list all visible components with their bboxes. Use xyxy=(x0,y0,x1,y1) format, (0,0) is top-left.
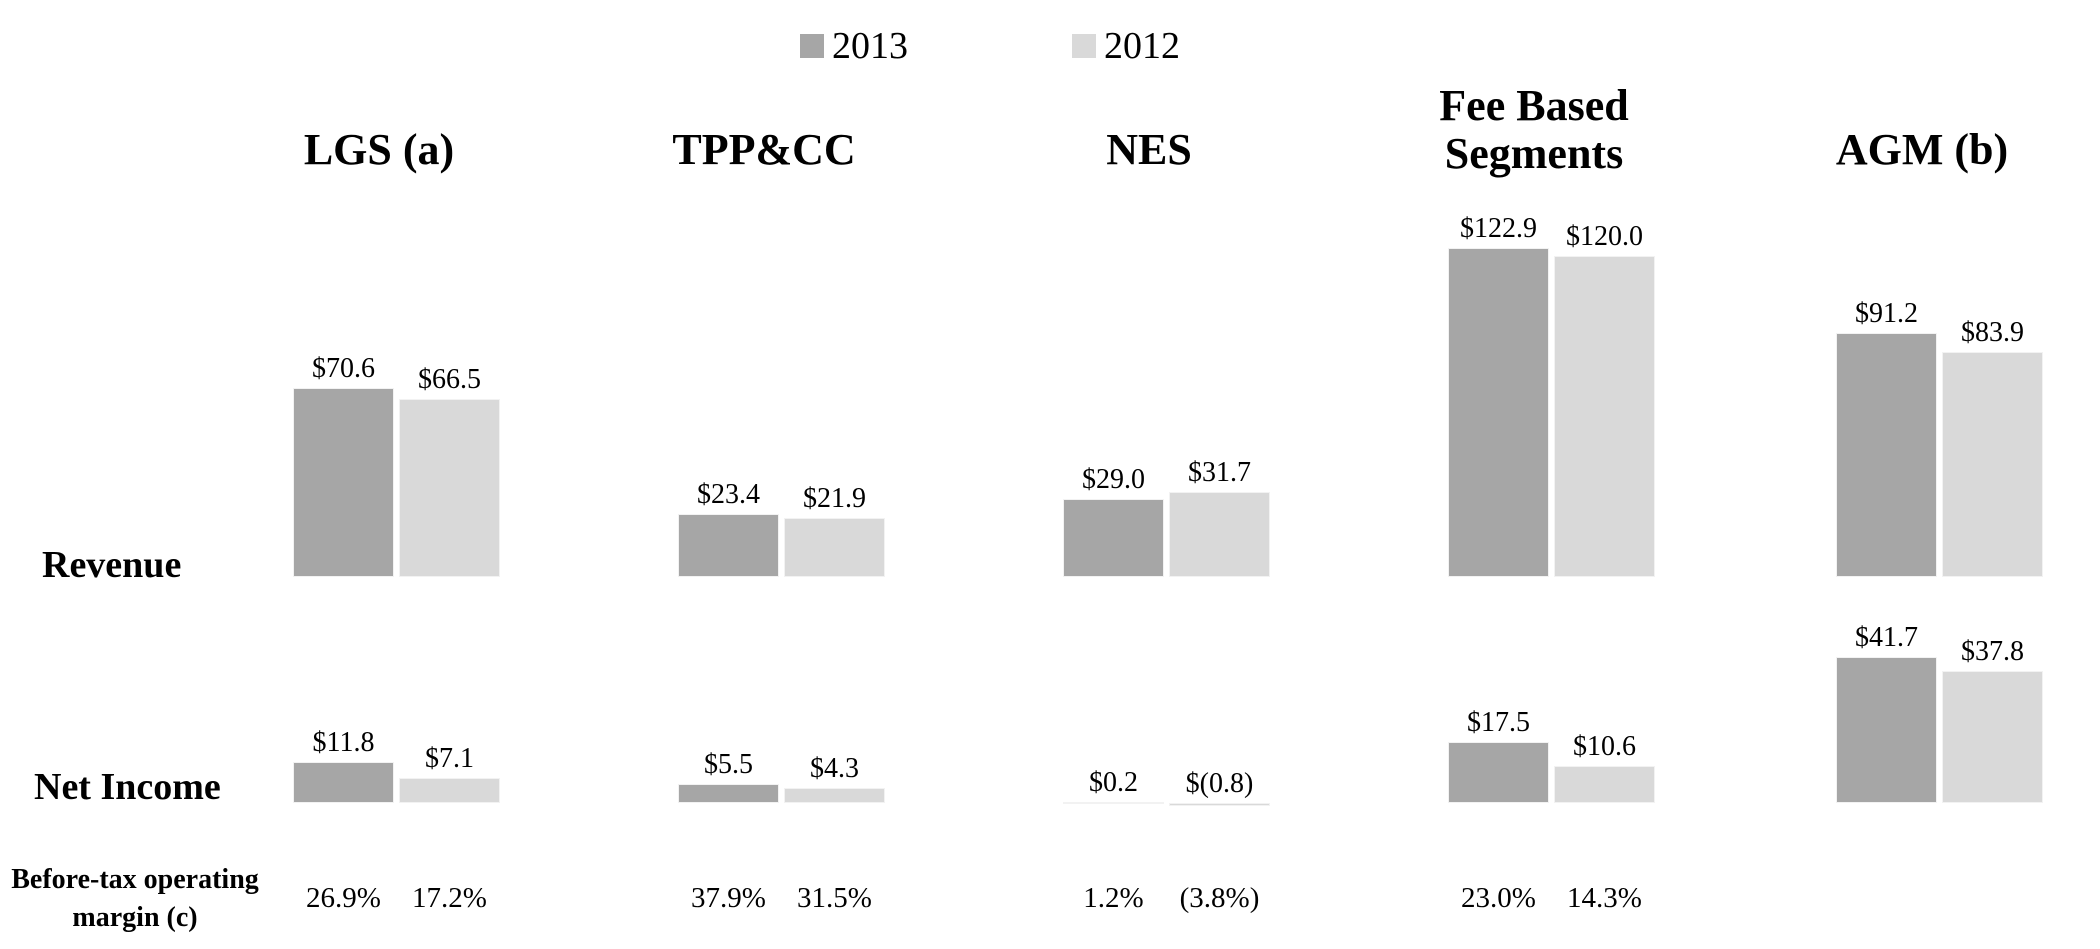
legend-item-2012: 2012 xyxy=(1072,24,1180,68)
legend-label: 2013 xyxy=(832,25,908,67)
revenue-bar-2013 xyxy=(678,514,779,577)
revenue-bar-2013 xyxy=(1836,333,1937,577)
margin-value: 17.2% xyxy=(412,882,487,914)
net-income-bar-2013 xyxy=(1063,802,1164,804)
segment-header-3: Fee Based Segments xyxy=(1439,81,1629,178)
revenue-value-label: $21.9 xyxy=(803,483,866,514)
margin-label-line1: Before-tax operating xyxy=(11,864,259,895)
net-income-bar-2013 xyxy=(1836,657,1937,803)
margin-value: (3.8%) xyxy=(1179,882,1260,914)
legend-swatch-icon xyxy=(800,34,824,58)
net-income-bar-2012 xyxy=(399,778,500,803)
revenue-bar-2012 xyxy=(399,399,500,577)
net-income-bar-2013 xyxy=(1448,742,1549,803)
revenue-bar-2012 xyxy=(1942,352,2043,577)
net-income-value-label: $17.5 xyxy=(1467,707,1530,738)
segment-header-2: NES xyxy=(1106,125,1192,174)
margin-value: 37.9% xyxy=(691,882,766,914)
revenue-value-label: $122.9 xyxy=(1460,213,1537,244)
revenue-bar-2013 xyxy=(293,388,394,577)
row-label-revenue: Revenue xyxy=(42,544,182,586)
segment-header-4: AGM (b) xyxy=(1835,125,2009,174)
row-label-before-tax-operating-margin: Before-tax operating margin (c) xyxy=(0,861,270,937)
legend-swatch-icon xyxy=(1072,34,1096,58)
segment-header-0: LGS (a) xyxy=(303,125,455,174)
revenue-value-label: $120.0 xyxy=(1566,221,1643,252)
revenue-bar-2012 xyxy=(1169,492,1270,577)
revenue-bar-2013 xyxy=(1448,248,1549,577)
net-income-bar-2012 xyxy=(1169,803,1270,806)
net-income-bar-2012 xyxy=(1942,671,2043,803)
revenue-bar-2012 xyxy=(1554,256,1655,577)
revenue-bar-2013 xyxy=(1063,499,1164,577)
net-income-value-label: $(0.8) xyxy=(1185,768,1254,799)
revenue-value-label: $23.4 xyxy=(697,479,760,510)
segment-header-1: TPP&CC xyxy=(672,125,856,174)
margin-value: 31.5% xyxy=(797,882,872,914)
revenue-value-label: $91.2 xyxy=(1855,298,1918,329)
net-income-value-label: $37.8 xyxy=(1961,636,2024,667)
margin-label-line2: margin (c) xyxy=(72,902,198,933)
row-label-net-income: Net Income xyxy=(34,766,221,808)
net-income-value-label: $41.7 xyxy=(1855,622,1918,653)
net-income-value-label: $7.1 xyxy=(425,743,474,774)
net-income-value-label: $11.8 xyxy=(312,727,375,758)
margin-value: 14.3% xyxy=(1567,882,1642,914)
revenue-value-label: $70.6 xyxy=(312,353,375,384)
net-income-value-label: $0.2 xyxy=(1089,767,1138,798)
margin-value: 23.0% xyxy=(1461,882,1536,914)
net-income-bar-2013 xyxy=(293,762,394,803)
revenue-value-label: $83.9 xyxy=(1961,317,2024,348)
revenue-value-label: $66.5 xyxy=(418,364,481,395)
net-income-value-label: $10.6 xyxy=(1573,731,1636,762)
revenue-bar-2012 xyxy=(784,518,885,577)
margin-value: 26.9% xyxy=(306,882,381,914)
margin-value: 1.2% xyxy=(1083,882,1144,914)
legend-item-2013: 2013 xyxy=(800,24,908,68)
revenue-value-label: $29.0 xyxy=(1082,464,1145,495)
net-income-bar-2012 xyxy=(784,788,885,803)
net-income-bar-2013 xyxy=(678,784,779,803)
net-income-value-label: $5.5 xyxy=(704,749,753,780)
revenue-value-label: $31.7 xyxy=(1188,457,1251,488)
net-income-value-label: $4.3 xyxy=(810,753,859,784)
net-income-bar-2012 xyxy=(1554,766,1655,803)
legend-label: 2012 xyxy=(1104,25,1180,67)
